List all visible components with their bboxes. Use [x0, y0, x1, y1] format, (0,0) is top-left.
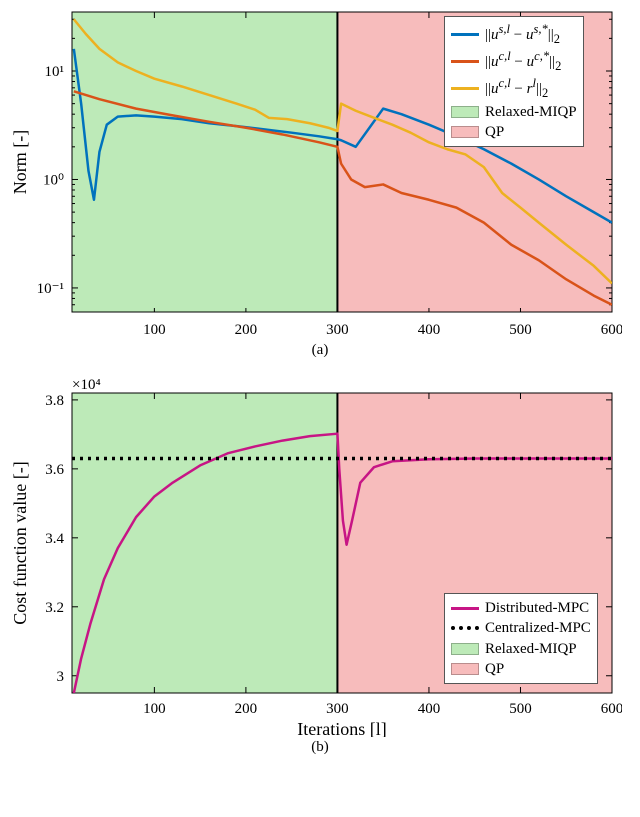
svg-text:500: 500: [509, 701, 532, 717]
svg-text:300: 300: [326, 322, 349, 338]
caption-a: (a): [10, 342, 630, 359]
svg-text:×10⁴: ×10⁴: [72, 377, 101, 393]
svg-text:10⁰: 10⁰: [43, 172, 64, 188]
svg-text:3: 3: [57, 669, 65, 685]
svg-text:Iterations [l]: Iterations [l]: [297, 719, 386, 737]
svg-text:500: 500: [509, 322, 532, 338]
svg-text:3.6: 3.6: [45, 462, 64, 478]
svg-text:10¹: 10¹: [45, 64, 65, 80]
svg-text:100: 100: [143, 701, 166, 717]
svg-text:Cost function value [-]: Cost function value [-]: [10, 461, 30, 624]
panel-a: 100 200 300 400 500 600 10⁻¹ 10⁰ 10¹ Norm [-] ||u…: [10, 10, 630, 359]
legend-b: Distributed-MPCCentralized-MPCRelaxed-MI…: [444, 593, 598, 684]
svg-text:10⁻¹: 10⁻¹: [37, 281, 64, 297]
figure: 100 200 300 400 500 600 10⁻¹ 10⁰ 10¹ Norm [-] ||u…: [10, 10, 630, 756]
svg-text:200: 200: [235, 701, 258, 717]
svg-text:400: 400: [418, 322, 441, 338]
svg-text:100: 100: [143, 322, 166, 338]
caption-b: (b): [10, 739, 630, 756]
svg-text:Norm [-]: Norm [-]: [10, 130, 30, 194]
svg-text:600: 600: [601, 701, 622, 717]
svg-text:200: 200: [235, 322, 258, 338]
svg-text:400: 400: [418, 701, 441, 717]
svg-text:3.4: 3.4: [45, 531, 64, 547]
panel-b: ×10⁴ 100 200 300 400 500 600 3 3.2 3.4 3.6 3.8 Cost …: [10, 373, 630, 756]
svg-text:3.2: 3.2: [45, 600, 64, 616]
svg-text:600: 600: [601, 322, 622, 338]
svg-text:300: 300: [326, 701, 349, 717]
legend-a: ||us,l − us,*||2||uc,l − uc,*||2||uc,l −…: [444, 16, 584, 147]
svg-text:3.8: 3.8: [45, 393, 64, 409]
